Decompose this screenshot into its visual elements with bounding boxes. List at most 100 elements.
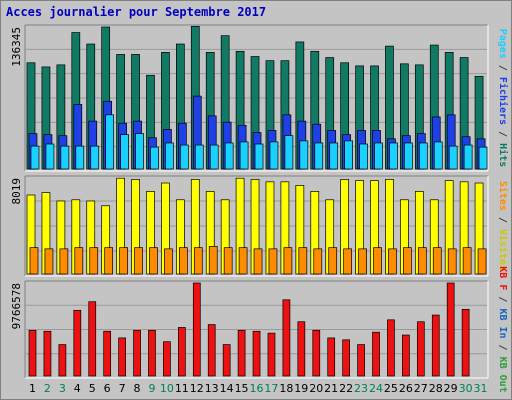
kbytes-bar — [163, 341, 171, 377]
y-max-label-panel-2: 8019 — [10, 178, 23, 205]
pages-bar — [209, 144, 219, 170]
pages-bar — [120, 134, 129, 170]
kbytes-bar — [431, 314, 440, 377]
pages-bar — [254, 143, 264, 170]
kbytes-bar — [73, 309, 82, 377]
sites-bar — [134, 247, 143, 275]
sites-bar — [388, 248, 397, 275]
kbytes-bar — [118, 337, 126, 377]
sites-bar — [104, 247, 114, 275]
legend-hits-files-pages-part: Hits — [497, 143, 509, 167]
pages-bar — [180, 144, 189, 170]
kbytes-bar — [192, 282, 201, 377]
sites-bar — [477, 248, 487, 275]
x-tick-label: 26 — [399, 382, 413, 395]
legend-kbytes-part: KB F — [497, 266, 508, 290]
pages-bar — [45, 143, 55, 170]
legend-kbytes-part: KB In — [497, 308, 508, 338]
pages-bar — [344, 140, 353, 170]
kbytes-bar — [357, 344, 365, 377]
sites-bar — [358, 248, 367, 275]
sites-bar — [238, 247, 248, 275]
kbytes-bar — [416, 321, 425, 377]
x-tick-label: 1 — [29, 382, 36, 395]
legend-hits-files-pages-part: Pages — [497, 29, 508, 59]
x-tick-label: 6 — [104, 382, 111, 395]
kbytes-bar — [43, 330, 52, 377]
x-tick-label: 3 — [59, 382, 66, 395]
kbytes-bar — [88, 301, 97, 377]
kbytes-bar — [282, 299, 291, 377]
pages-bar — [90, 145, 100, 170]
kbytes-bar — [178, 327, 186, 377]
sites-bar — [283, 247, 293, 275]
sites-bar — [59, 248, 69, 275]
chart-title: Acces journalier pour Septembre 2017 — [6, 5, 267, 19]
kbytes-bar — [372, 331, 380, 377]
kbytes-bar — [446, 282, 455, 377]
x-tick-label: 4 — [74, 382, 81, 395]
x-tick-label: 24 — [369, 382, 383, 395]
pages-bar — [105, 114, 115, 170]
legend-hits-files-pages-part: / — [497, 59, 508, 77]
legend-visits-sites-part: Visites — [497, 229, 509, 271]
legend-kbytes-part: / — [497, 290, 508, 308]
legend-hits-files-pages-part: / — [497, 125, 508, 143]
x-tick-label: 10 — [160, 382, 174, 395]
sites-bar — [193, 247, 203, 275]
x-tick-label: 17 — [264, 382, 278, 395]
sites-bar — [253, 248, 263, 275]
x-tick-label: 28 — [429, 382, 443, 395]
x-tick-label: 21 — [324, 382, 338, 395]
pages-bar — [314, 142, 324, 170]
kbytes-bar — [267, 332, 276, 377]
x-tick-label: 15 — [235, 382, 249, 395]
pages-bar — [374, 142, 383, 170]
x-tick-label: 30 — [459, 382, 473, 395]
legend-kbytes-part: KB Out — [497, 357, 508, 393]
pages-bar — [329, 142, 339, 170]
pages-bar — [359, 143, 368, 170]
pages-bar — [299, 140, 309, 170]
x-tick-label: 5 — [89, 382, 96, 395]
sites-bar — [313, 248, 323, 275]
x-tick-label: 31 — [474, 382, 488, 395]
x-tick-label: 7 — [119, 382, 126, 395]
x-tick-label: 19 — [294, 382, 308, 395]
kbytes-bar — [133, 329, 141, 377]
kbytes-bar — [222, 344, 231, 377]
sites-bar — [268, 248, 278, 275]
kbytes-bar — [312, 329, 321, 377]
x-tick-label: 2 — [44, 382, 51, 395]
sites-bar — [208, 246, 218, 275]
pages-bar — [478, 146, 488, 170]
kbytes-bar — [461, 308, 470, 377]
sites-bar — [432, 247, 442, 275]
sites-bar — [462, 247, 472, 275]
sites-bar — [179, 247, 188, 275]
kbytes-bar — [28, 329, 37, 377]
pages-bar — [224, 142, 234, 170]
pages-bar — [30, 145, 40, 170]
kbytes-bar — [58, 344, 67, 377]
legend-visits-sites-part: Sites — [497, 181, 509, 211]
pages-bar — [448, 145, 458, 170]
pages-bar — [269, 141, 279, 170]
x-tick-label: 25 — [384, 382, 398, 395]
legend-visits-sites-part: / — [497, 211, 508, 229]
kbytes-bar — [297, 321, 306, 377]
x-tick-label: 13 — [205, 382, 219, 395]
pages-bar — [463, 144, 473, 170]
kbytes-bar — [342, 339, 350, 377]
kbytes-bar — [252, 330, 261, 377]
sites-bar — [89, 247, 99, 275]
sites-bar — [417, 247, 427, 275]
kbytes-bar — [327, 337, 336, 377]
pages-bar — [433, 141, 443, 170]
x-tick-label: 18 — [279, 382, 293, 395]
sites-bar — [74, 247, 84, 275]
pages-bar — [135, 133, 144, 170]
x-tick-label: 14 — [220, 382, 234, 395]
pages-bar — [60, 145, 70, 170]
